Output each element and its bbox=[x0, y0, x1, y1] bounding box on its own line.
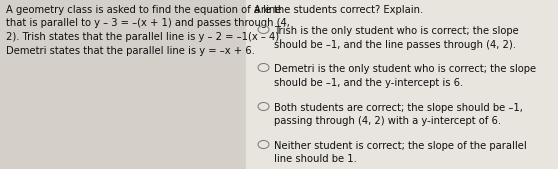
Text: should be –1, and the line passes through (4, 2).: should be –1, and the line passes throug… bbox=[274, 40, 516, 50]
Text: Both students are correct; the slope should be –1,: Both students are correct; the slope sho… bbox=[274, 103, 523, 113]
Text: that is parallel to y – 3 = –(x + 1) and passes through (4,: that is parallel to y – 3 = –(x + 1) and… bbox=[6, 18, 290, 29]
Text: Demetri is the only student who is correct; the slope: Demetri is the only student who is corre… bbox=[274, 64, 536, 74]
Text: line should be 1.: line should be 1. bbox=[274, 154, 357, 164]
Text: Neither student is correct; the slope of the parallel: Neither student is correct; the slope of… bbox=[274, 141, 527, 151]
Text: 2). Trish states that the parallel line is y – 2 = –1(x – 4).: 2). Trish states that the parallel line … bbox=[6, 32, 282, 42]
Text: passing through (4, 2) with a y-intercept of 6.: passing through (4, 2) with a y-intercep… bbox=[274, 116, 501, 127]
Text: should be –1, and the y-intercept is 6.: should be –1, and the y-intercept is 6. bbox=[274, 78, 463, 88]
Text: Are the students correct? Explain.: Are the students correct? Explain. bbox=[253, 5, 423, 15]
Text: A geometry class is asked to find the equation of a line: A geometry class is asked to find the eq… bbox=[6, 5, 281, 15]
Bar bbox=[246, 0, 558, 169]
Text: Trish is the only student who is correct; the slope: Trish is the only student who is correct… bbox=[274, 26, 519, 36]
Text: Demetri states that the parallel line is y = –x + 6.: Demetri states that the parallel line is… bbox=[6, 45, 255, 55]
